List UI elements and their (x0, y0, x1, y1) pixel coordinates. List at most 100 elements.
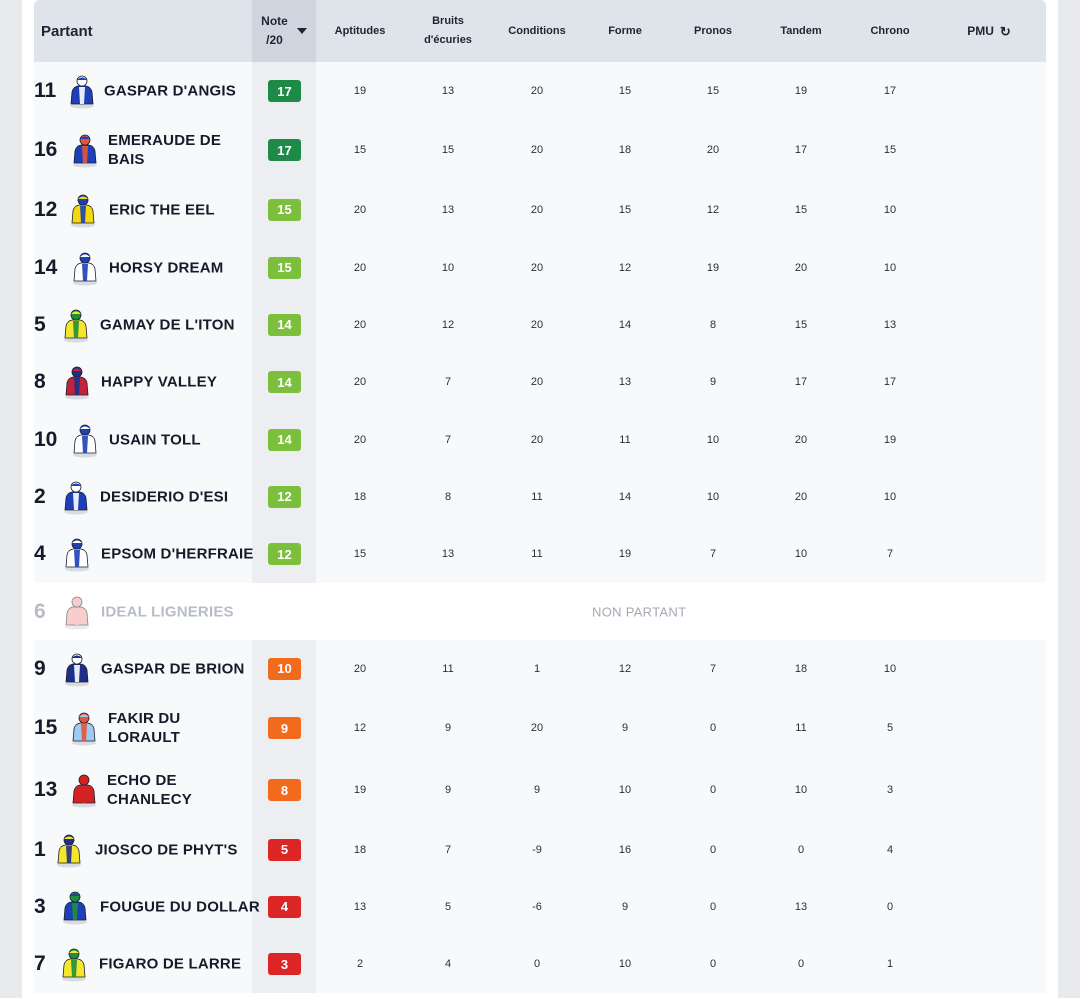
runner-number: 6 (34, 599, 46, 623)
table-row[interactable]: 8 HAPPY VALLEY 14 20 7 20 13 9 17 17 (34, 353, 1046, 411)
score-conditions: 20 (530, 261, 544, 274)
header-note-sort[interactable]: Note/20 (252, 0, 316, 62)
note-badge: 15 (268, 256, 301, 279)
header-partant[interactable]: Partant (41, 22, 93, 40)
score-chrono: 3 (886, 784, 894, 796)
note-badge: 3 (268, 953, 301, 975)
table-row[interactable]: 1 JIOSCO DE PHYT'S 5 18 7 -9 16 0 0 4 (34, 821, 1046, 878)
header-pmu[interactable]: PMU ↻ (967, 23, 1011, 39)
runner-number: 16 (34, 138, 58, 161)
runner-name[interactable]: JIOSCO DE PHYT'S (95, 841, 238, 858)
runner-name[interactable]: GASPAR DE BRION (101, 660, 245, 677)
score-bruits: 15 (441, 144, 455, 156)
score-aptitudes: 20 (353, 261, 367, 274)
note-badge: 9 (268, 717, 301, 739)
runner-number: 2 (34, 484, 46, 508)
score-tandem: 10 (794, 548, 808, 560)
jockey-silk-icon (62, 651, 92, 687)
runner-name[interactable]: GAMAY DE L'ITON (100, 316, 235, 333)
score-forme: 12 (618, 662, 632, 675)
table-row[interactable]: 9 GASPAR DE BRION 10 20 11 1 12 7 18 10 (34, 640, 1046, 697)
refresh-icon[interactable]: ↻ (999, 23, 1011, 39)
runner-name[interactable]: IDEAL LIGNERIES (101, 603, 234, 620)
score-bruits: 12 (441, 318, 455, 331)
runner-name[interactable]: FIGARO DE LARRE (99, 955, 242, 973)
runner-name[interactable]: HAPPY VALLEY (101, 373, 218, 391)
table-row[interactable]: 15 FAKIR DU LORAULT 9 12 9 20 9 0 11 5 (34, 697, 1046, 759)
score-chrono: 4 (886, 843, 894, 856)
score-forme: 16 (618, 843, 632, 856)
score-pronos: 0 (709, 722, 717, 734)
table-row[interactable]: 3 FOUGUE DU DOLLAR 4 13 5 -6 9 0 13 0 (34, 878, 1046, 935)
table-row[interactable]: 11 GASPAR D'ANGIS 17 19 13 20 15 15 19 17 (34, 62, 1046, 120)
score-pronos: 10 (706, 433, 720, 446)
jockey-silk-icon (69, 710, 99, 746)
header-pronos[interactable]: Pronos (694, 24, 732, 37)
score-forme: 10 (618, 958, 632, 970)
score-bruits: 13 (441, 85, 455, 97)
score-conditions: 11 (531, 548, 543, 560)
header-bruits[interactable]: Bruits d'écuries (424, 15, 472, 46)
runner-name[interactable]: FAKIR DU LORAULT (108, 710, 181, 746)
runner-name[interactable]: DESIDERIO D'ESI (100, 488, 229, 505)
table-row[interactable]: 4 EPSOM D'HERFRAIE 12 15 13 11 19 7 10 7 (34, 525, 1046, 583)
score-bruits: 7 (444, 433, 452, 446)
score-aptitudes: 18 (353, 843, 367, 856)
score-chrono: 5 (886, 722, 894, 734)
table-row[interactable]: 10 USAIN TOLL 14 20 7 20 11 10 20 19 (34, 411, 1046, 468)
score-bruits: 10 (441, 261, 455, 274)
runner-name[interactable]: GASPAR D'ANGIS (104, 82, 236, 100)
score-pronos: 7 (709, 662, 717, 675)
runner-name[interactable]: HORSY DREAM (109, 259, 224, 276)
runner-name[interactable]: ERIC THE EEL (109, 201, 215, 218)
runner-number: 8 (34, 370, 46, 393)
note-badge: 8 (268, 779, 301, 801)
score-conditions: 20 (530, 203, 544, 216)
score-pronos: 8 (709, 318, 717, 331)
runner-name[interactable]: EPSOM D'HERFRAIE (101, 545, 254, 563)
score-chrono: 7 (886, 548, 894, 560)
score-chrono: 10 (883, 261, 897, 274)
score-bruits: 7 (444, 843, 452, 856)
score-aptitudes: 20 (353, 376, 367, 388)
table-row[interactable]: 13 ECHO DE CHANLECY 8 19 9 9 10 0 10 3 (34, 759, 1046, 821)
table-row[interactable]: 14 HORSY DREAM 15 20 10 20 12 19 20 10 (34, 239, 1046, 296)
score-aptitudes: 12 (353, 722, 367, 734)
header-conditions[interactable]: Conditions (508, 24, 566, 37)
score-tandem: 18 (794, 662, 808, 675)
score-bruits: 9 (444, 784, 452, 796)
runners-table: Partant Note/20 Aptitudes Bruits d'écurie… (34, 0, 1046, 993)
runner-number: 15 (34, 716, 58, 739)
score-aptitudes: 18 (353, 490, 367, 503)
score-chrono: 15 (883, 144, 897, 156)
table-row[interactable]: 2 DESIDERIO D'ESI 12 18 8 11 14 10 20 10 (34, 468, 1046, 525)
runner-number: 1 (34, 837, 46, 861)
score-forme: 14 (618, 490, 632, 503)
score-bruits: 13 (441, 548, 455, 560)
runner-name[interactable]: USAIN TOLL (109, 431, 201, 448)
table-row[interactable]: 12 ERIC THE EEL 15 20 13 20 15 12 15 10 (34, 180, 1046, 239)
table-row[interactable]: 5 GAMAY DE L'ITON 14 20 12 20 14 8 15 13 (34, 296, 1046, 353)
runner-name[interactable]: ECHO DE CHANLECY (107, 772, 192, 808)
score-chrono: 17 (883, 376, 897, 388)
score-forme: 10 (618, 784, 632, 796)
jockey-silk-icon (70, 132, 100, 168)
table-row[interactable]: 7 FIGARO DE LARRE 3 2 4 0 10 0 0 1 (34, 935, 1046, 993)
runner-name[interactable]: EMERAUDE DE BAIS (108, 132, 222, 168)
header-chrono[interactable]: Chrono (870, 24, 910, 37)
score-aptitudes: 15 (353, 144, 367, 156)
score-bruits: 8 (444, 490, 452, 503)
score-pronos: 12 (706, 203, 720, 216)
table-row[interactable]: 16 EMERAUDE DE BAIS 17 15 15 20 18 20 17 15 (34, 120, 1046, 180)
note-badge: 10 (268, 657, 301, 680)
score-tandem: 15 (794, 318, 808, 331)
note-badge: 17 (268, 80, 301, 102)
header-forme[interactable]: Forme (608, 24, 642, 37)
header-aptitudes[interactable]: Aptitudes (334, 24, 386, 37)
runner-name[interactable]: FOUGUE DU DOLLAR (100, 898, 260, 915)
jockey-silk-icon (59, 946, 89, 982)
header-tandem[interactable]: Tandem (780, 24, 822, 37)
table-row[interactable]: 6 IDEAL LIGNERIES NON PARTANT (34, 583, 1046, 640)
score-chrono: 19 (883, 433, 897, 446)
score-forme: 19 (618, 548, 632, 560)
